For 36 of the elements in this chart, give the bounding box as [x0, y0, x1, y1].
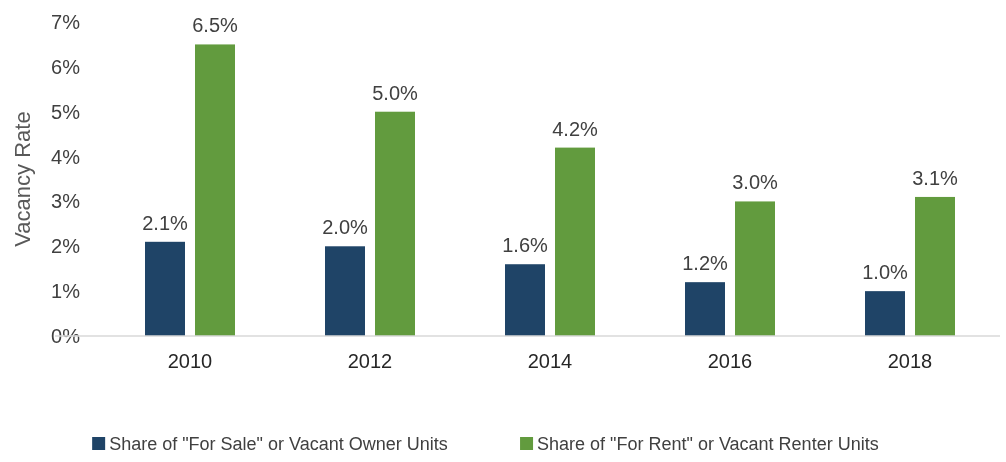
bar	[865, 291, 905, 336]
bar	[735, 201, 775, 336]
data-label: 2.1%	[142, 211, 189, 234]
data-label: 1.0%	[862, 261, 909, 284]
bar	[375, 111, 415, 336]
x-tick-label: 2014	[527, 350, 573, 372]
legend-label: Share of "For Rent" or Vacant Renter Units	[537, 434, 879, 454]
bar	[915, 196, 955, 336]
y-tick-label: 3%	[51, 190, 81, 213]
x-tick-label: 2016	[707, 350, 753, 372]
y-tick-label: 0%	[51, 325, 81, 347]
bar	[145, 241, 185, 336]
y-tick-label: 7%	[51, 11, 81, 33]
bar	[685, 282, 725, 336]
x-tick-label: 2012	[347, 350, 393, 372]
bar	[555, 147, 595, 336]
x-tick-label: 2010	[167, 350, 213, 372]
x-tick-label: 2018	[887, 350, 933, 372]
data-label: 3.0%	[732, 171, 779, 194]
bar	[195, 44, 235, 336]
legend-label: Share of "For Sale" or Vacant Owner Units	[109, 434, 448, 454]
data-label: 3.1%	[912, 166, 959, 189]
data-label: 4.2%	[552, 117, 599, 140]
bar	[505, 264, 545, 336]
y-tick-label: 2%	[51, 235, 81, 258]
data-label: 1.2%	[682, 252, 729, 275]
y-tick-label: 4%	[51, 145, 81, 168]
data-label: 5.0%	[372, 81, 419, 104]
data-label: 6.5%	[192, 14, 239, 37]
y-tick-label: 6%	[51, 55, 81, 78]
bar	[325, 246, 365, 336]
data-label: 1.6%	[502, 234, 549, 257]
y-tick-label: 5%	[51, 100, 81, 123]
y-tick-label: 1%	[51, 280, 81, 303]
y-axis-title: Vacancy Rate	[10, 111, 35, 247]
data-label: 2.0%	[322, 216, 369, 239]
